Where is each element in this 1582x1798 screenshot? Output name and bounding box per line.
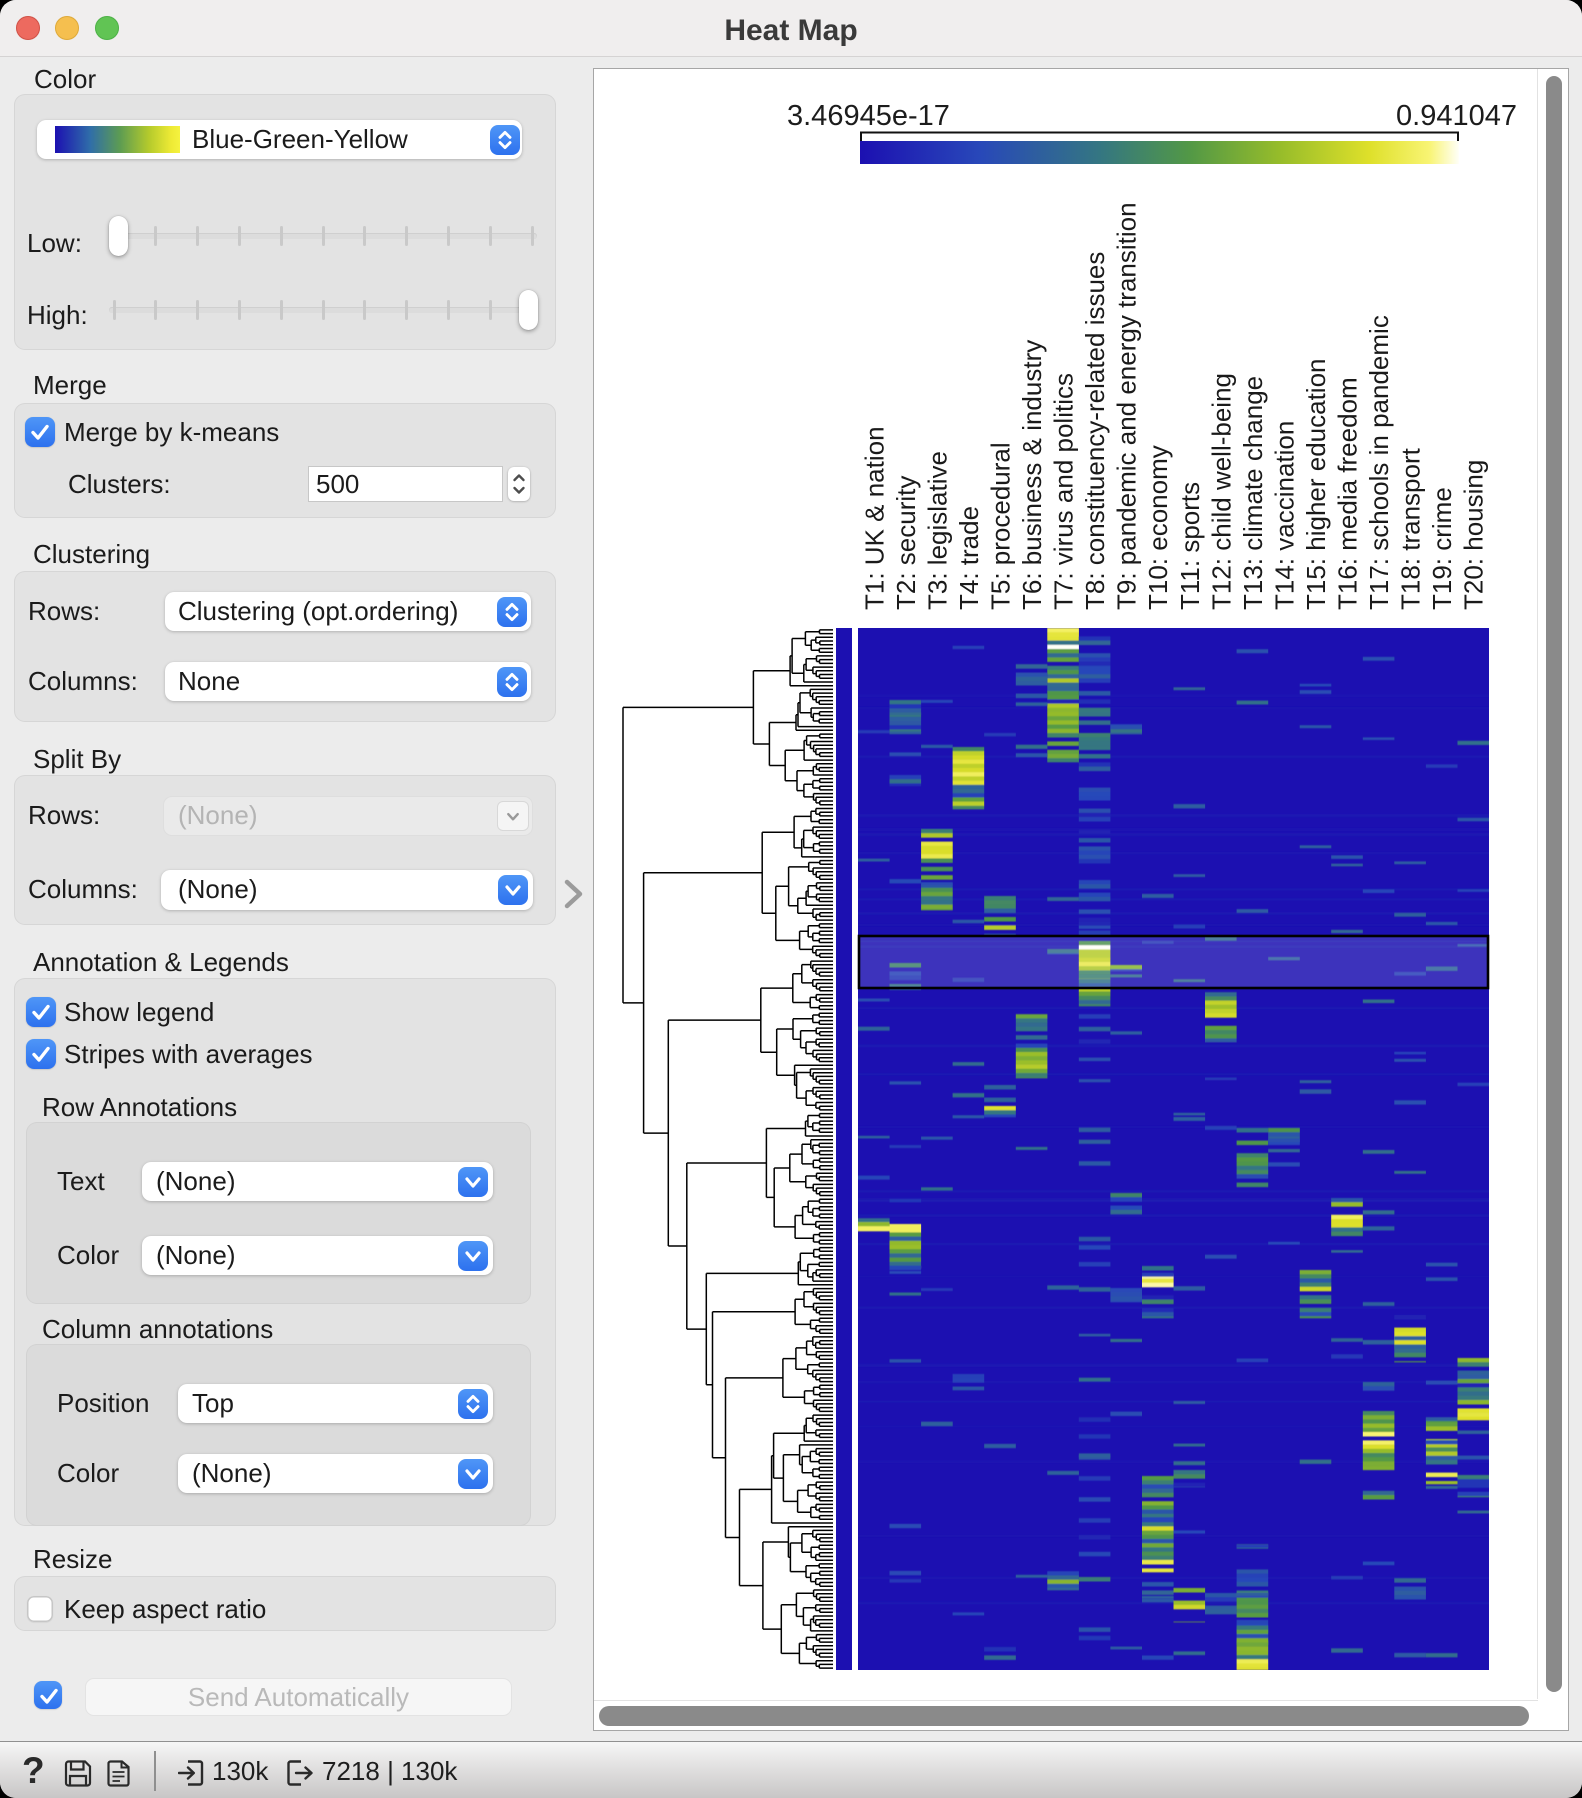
svg-text:T15: higher education: T15: higher education [1301,358,1331,610]
svg-text:T14: vaccination: T14: vaccination [1269,421,1299,610]
svg-text:T12: child well-being: T12: child well-being [1206,373,1236,610]
svg-text:T7: virus and politics: T7: virus and politics [1049,373,1079,610]
svg-text:T19: crime: T19: crime [1427,487,1457,610]
svg-text:0.941047: 0.941047 [1396,100,1517,132]
svg-text:T9: pandemic and energy transi: T9: pandemic and energy transition [1112,202,1142,610]
svg-text:T10: economy: T10: economy [1143,445,1173,610]
svg-text:T4: trade: T4: trade [954,506,984,610]
svg-text:T13: climate change: T13: climate change [1238,376,1268,610]
svg-text:T2: security: T2: security [891,476,921,610]
svg-text:T17: schools in pandemic: T17: schools in pandemic [1364,315,1394,610]
svg-text:T20: housing: T20: housing [1459,460,1489,610]
svg-text:T3: legislative: T3: legislative [922,451,952,610]
svg-text:3.46945e-17: 3.46945e-17 [787,100,950,132]
svg-text:T16: media freedom: T16: media freedom [1333,377,1363,610]
svg-text:T6: business & industry: T6: business & industry [1017,340,1047,610]
svg-text:T11: sports: T11: sports [1175,482,1205,610]
svg-text:T8: constituency-related issue: T8: constituency-related issues [1080,252,1110,610]
svg-text:T18: transport: T18: transport [1396,447,1426,610]
svg-text:T5: procedural: T5: procedural [986,442,1016,610]
svg-text:T1: UK & nation: T1: UK & nation [859,426,889,610]
